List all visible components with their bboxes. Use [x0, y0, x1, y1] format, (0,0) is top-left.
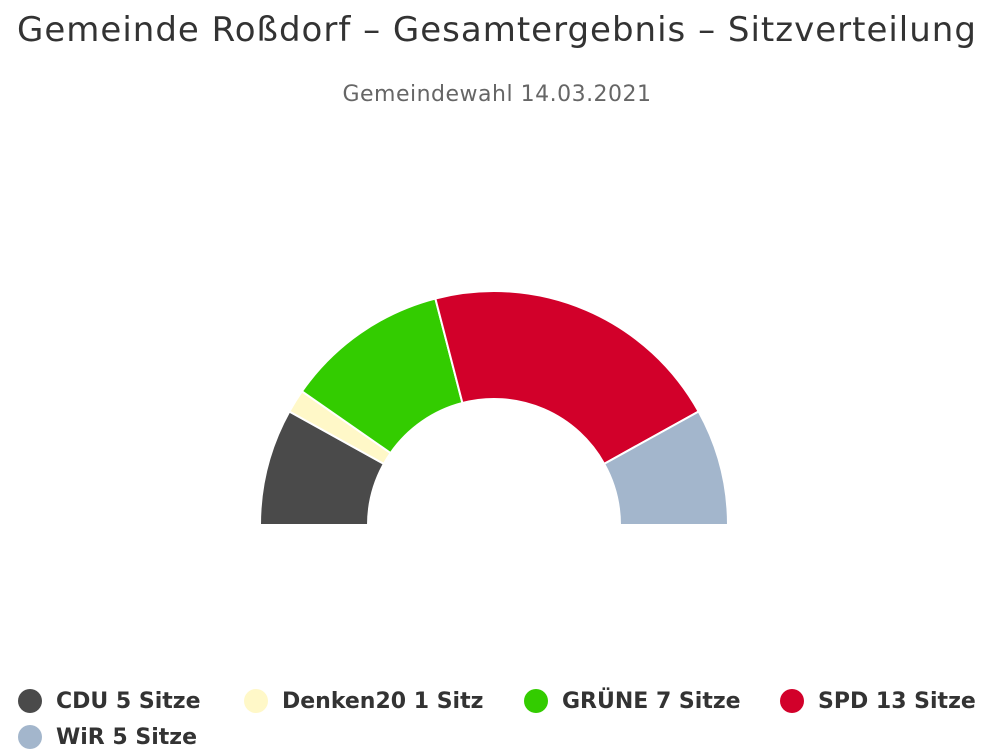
legend-label-denken20: Denken20 1 Sitz — [282, 688, 484, 714]
legend-item-denken20[interactable]: Denken20 1 Sitz — [244, 686, 483, 716]
legend-marker-spd — [780, 689, 804, 713]
legend-marker-wir — [18, 725, 42, 749]
legend-label-spd: SPD 13 Sitze — [818, 688, 976, 714]
legend-label-wir: WiR 5 Sitze — [56, 724, 198, 750]
legend-item-spd[interactable]: SPD 13 Sitze — [780, 686, 976, 716]
legend-marker-gruene — [524, 689, 548, 713]
chart-title: Gemeinde Roßdorf – Gesamtergebnis – Sitz… — [17, 10, 977, 50]
legend-label-gruene: GRÜNE 7 Sitze — [562, 688, 741, 714]
legend-item-cdu[interactable]: CDU 5 Sitze — [18, 686, 201, 716]
seat-distribution-chart — [258, 290, 730, 526]
chart-subtitle: Gemeindewahl 14.03.2021 — [342, 82, 652, 107]
legend-marker-cdu — [18, 689, 42, 713]
legend-item-gruene[interactable]: GRÜNE 7 Sitze — [524, 686, 741, 716]
legend-label-cdu: CDU 5 Sitze — [56, 688, 201, 714]
legend-marker-denken20 — [244, 689, 268, 713]
seat-segment-spd[interactable] — [434, 290, 700, 466]
legend-item-wir[interactable]: WiR 5 Sitze — [18, 722, 197, 752]
seat-segment-wir[interactable] — [602, 410, 730, 526]
